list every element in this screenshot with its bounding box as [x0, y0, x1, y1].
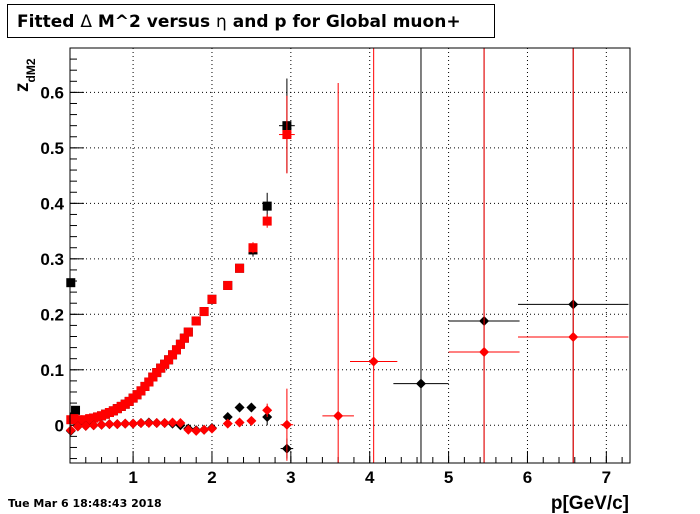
data-point-diamond — [479, 347, 490, 358]
y-tick-label: 0.4 — [40, 194, 64, 213]
data-point-diamond — [262, 405, 273, 416]
y-axis-title: zdM2 — [12, 58, 38, 92]
data-point-square — [66, 278, 76, 288]
data-point-diamond — [72, 421, 83, 432]
x-tick-label: 6 — [523, 468, 532, 487]
y-tick-label: 0.3 — [40, 250, 64, 269]
data-point-square — [168, 350, 178, 360]
data-point-diamond — [234, 417, 245, 428]
data-point-square — [179, 333, 189, 343]
data-point-square — [191, 316, 201, 326]
y-tick-label: 0.2 — [40, 305, 64, 324]
data-point-square — [71, 405, 81, 415]
data-point-square — [282, 130, 292, 140]
axis-labels: 1 2 3 4 5 6 7 0 0.1 0.2 0.3 0.4 0.5 0.6 — [40, 83, 611, 487]
x-tick-label: 4 — [365, 468, 375, 487]
data-point-diamond — [234, 402, 245, 413]
chart-title-box: Fitted Δ M^2 versus η and p for Global m… — [7, 4, 495, 38]
series-1 — [66, 78, 295, 427]
data-point-square — [164, 355, 174, 365]
title-suffix: and p for Global muon+ — [226, 12, 461, 32]
plot-frame — [69, 47, 631, 464]
data-point-square — [199, 307, 209, 317]
data-point-diamond — [88, 420, 99, 431]
x-tick-label: 3 — [286, 468, 295, 487]
chart-title: Fitted Δ M^2 versus η and p for Global m… — [17, 12, 461, 32]
data-point-diamond — [65, 425, 76, 436]
data-point-diamond — [135, 418, 146, 429]
data-point-diamond — [159, 418, 170, 429]
data-point-diamond — [80, 420, 91, 431]
data-point-diamond — [128, 418, 139, 429]
series-3 — [65, 48, 629, 463]
y-tick-label: 0 — [55, 416, 64, 435]
x-tick-label: 1 — [128, 468, 137, 487]
title-delta-symbol: Δ — [80, 12, 92, 32]
data-point-diamond — [104, 419, 115, 430]
data-point-diamond — [281, 419, 292, 430]
data-point-square — [144, 377, 154, 387]
x-axis-title: p[GeV/c] — [551, 493, 629, 514]
y-tick-label: 0.6 — [40, 83, 64, 102]
title-prefix: Fitted — [17, 12, 81, 32]
title-eta-symbol: η — [216, 12, 227, 32]
data-point-square — [183, 327, 193, 337]
data-point-diamond — [167, 417, 178, 428]
data-point-diamond — [246, 402, 257, 413]
y-tick-label: 0.1 — [40, 361, 64, 380]
data-point-diamond — [175, 418, 186, 429]
data-point-square — [262, 201, 272, 211]
data-point-diamond — [206, 423, 217, 434]
data-point-diamond — [143, 418, 154, 429]
data-point-diamond — [246, 415, 257, 426]
data-point-square — [248, 243, 258, 253]
series-2 — [66, 95, 295, 425]
data-marks — [65, 48, 629, 463]
data-point-diamond — [120, 418, 131, 429]
data-point-diamond — [199, 424, 210, 435]
y-tick-label: 0.5 — [40, 139, 64, 158]
timestamp: Tue Mar 6 18:48:43 2018 — [8, 497, 162, 510]
data-point-diamond — [368, 356, 379, 367]
data-point-diamond — [333, 410, 344, 421]
data-point-square — [235, 263, 245, 273]
title-middle: M^2 versus — [91, 12, 217, 32]
series-4 — [65, 48, 629, 463]
y-axis-title-sub: dM2 — [24, 58, 38, 82]
axis-ticks — [70, 58, 623, 463]
data-point-square — [171, 345, 181, 355]
data-point-diamond — [183, 424, 194, 435]
x-tick-label: 5 — [444, 468, 453, 487]
data-point-diamond — [112, 419, 123, 430]
data-point-diamond — [222, 411, 233, 422]
data-point-square — [223, 280, 233, 290]
data-point-square — [262, 216, 272, 226]
data-point-diamond — [191, 425, 202, 436]
data-point-diamond — [151, 418, 162, 429]
y-axis-title-main: z — [12, 83, 33, 93]
data-point-square — [207, 294, 217, 304]
data-point-diamond — [415, 378, 426, 389]
data-point-square — [175, 339, 185, 349]
data-point-diamond — [568, 332, 579, 343]
grid-lines — [70, 48, 630, 463]
x-tick-label: 2 — [207, 468, 216, 487]
data-point-diamond — [96, 419, 107, 430]
data-point-diamond — [222, 418, 233, 429]
x-tick-label: 7 — [602, 468, 611, 487]
